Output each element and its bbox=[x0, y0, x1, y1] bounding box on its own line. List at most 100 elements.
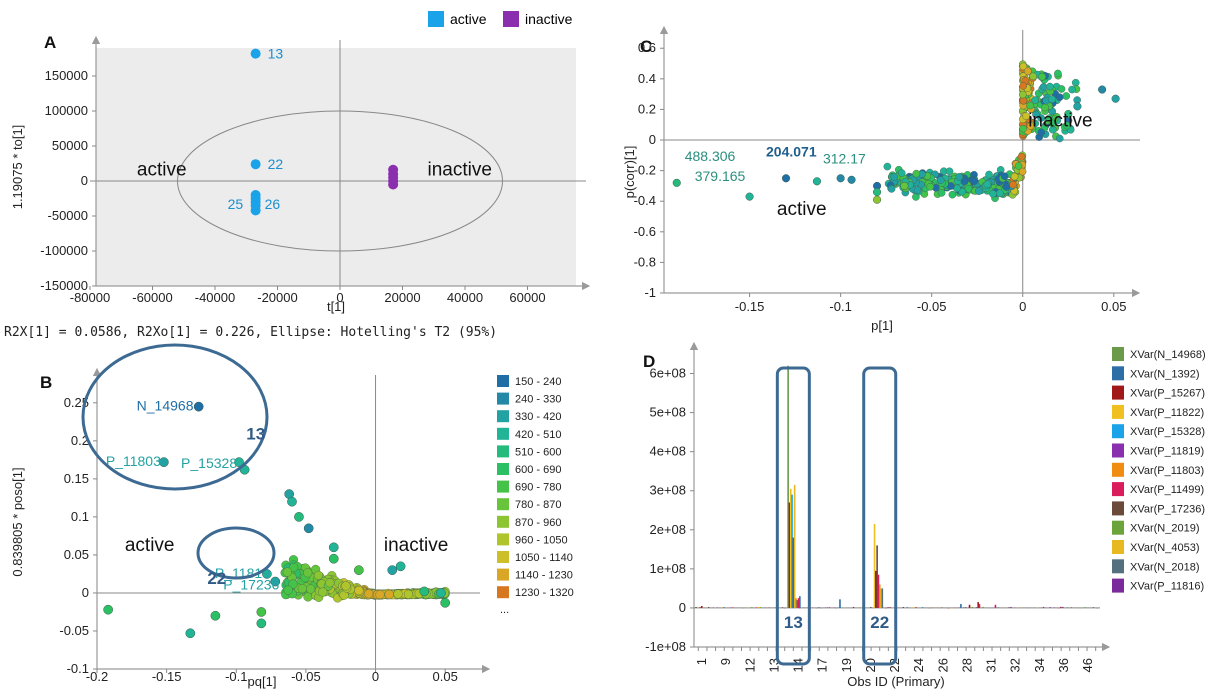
panel-b-point-label: P_15328 bbox=[181, 455, 237, 471]
panel-c-cloud-point bbox=[1010, 172, 1019, 181]
panel-d-bar bbox=[799, 596, 801, 608]
panel-d-bar-minor bbox=[921, 607, 924, 608]
panel-c-ylabel: p(corr)[1] bbox=[622, 146, 637, 199]
panel-d-bar bbox=[787, 365, 789, 608]
panel-d-legend-swatch bbox=[1112, 462, 1124, 477]
panel-d-bar-minor bbox=[932, 607, 934, 608]
panel-d-bar-minor bbox=[757, 607, 760, 608]
panel-a-ticks: -80000 -60000 -40000 -20000 0 20000 40000 60000… bbox=[40, 68, 545, 305]
panel-b-cloud-point bbox=[318, 587, 328, 597]
top-legend: active inactive bbox=[428, 11, 573, 27]
panel-c-letter: C bbox=[640, 37, 652, 56]
panel-c-cloud-point bbox=[897, 169, 906, 177]
panel-d-bar bbox=[839, 599, 841, 608]
panel-d-highlight-box bbox=[775, 366, 811, 666]
panel-d-legend-label: XVar(N_4053) bbox=[1130, 542, 1200, 554]
hotelling-ellipse bbox=[177, 110, 503, 252]
panel-c-cloud-point bbox=[983, 180, 992, 189]
panel-d-box-label: 13 bbox=[784, 613, 803, 632]
panel-b-ylabel: 0.839805 * poso[1] bbox=[10, 467, 25, 576]
panel-d-bar-minor bbox=[1016, 607, 1019, 608]
panel-c-cloud-point bbox=[1029, 72, 1037, 81]
legend-label-active: active bbox=[450, 11, 487, 27]
panel-d-xlabel: Obs ID (Primary) bbox=[847, 674, 945, 689]
panel-c-cloud-point bbox=[1022, 112, 1030, 120]
panel-c-point bbox=[900, 181, 909, 190]
panel-b-legend-swatch bbox=[497, 480, 509, 493]
panel-b-cloud-point bbox=[354, 585, 364, 596]
panel-a-x-tick-label: -60000 bbox=[132, 290, 172, 305]
panel-b-xlabel: pq[1] bbox=[248, 674, 277, 689]
panel-d-bar bbox=[977, 602, 979, 608]
panel-b-y-tick-label: 0.2 bbox=[71, 433, 89, 448]
panel-d-bar bbox=[978, 604, 981, 608]
panel-b-legend-label: 960 - 1050 bbox=[515, 534, 568, 546]
panel-d-bar-minor bbox=[1060, 606, 1062, 608]
panel-b-legend-label: 150 - 240 bbox=[515, 376, 561, 388]
panel-d-bar bbox=[796, 600, 799, 608]
panel-d-x-tick-label: 24 bbox=[911, 658, 926, 672]
panel-b-point bbox=[294, 512, 304, 522]
panel-d-bar bbox=[795, 598, 797, 608]
panel-c-point bbox=[873, 195, 882, 204]
panel-c-cloud-point bbox=[936, 176, 945, 184]
panel-a-annotations: active inactive bbox=[137, 159, 492, 180]
panel-a-ylabel: 1.19075 * to[1] bbox=[10, 125, 25, 210]
panel-d-legend-swatch bbox=[1112, 404, 1124, 419]
panel-b-x-tick-label: 0 bbox=[372, 669, 379, 684]
panel-b-cloud-point bbox=[282, 567, 292, 577]
panel-d-bar-minor bbox=[759, 607, 762, 608]
panel-b-cloud-point bbox=[403, 589, 414, 599]
panel-d-bar-minor bbox=[751, 607, 753, 608]
panel-d-bar-minor bbox=[982, 606, 984, 608]
panel-b-legend-swatch bbox=[497, 533, 509, 546]
panel-c-cloud-point bbox=[1017, 152, 1026, 161]
panel-c-cloud-point bbox=[1018, 167, 1027, 176]
panel-b-legend-label: 780 - 870 bbox=[515, 499, 561, 511]
panel-b-legend-swatch bbox=[497, 445, 509, 458]
panel-d-axes bbox=[689, 341, 1111, 652]
panel-d-legend-swatch bbox=[1112, 385, 1124, 400]
panel-c-cloud-point bbox=[883, 162, 892, 171]
panel-c-y-tick-label: -1 bbox=[644, 285, 656, 300]
panel-c-cloud-point bbox=[1023, 67, 1032, 76]
panel-c-cloud-point bbox=[974, 187, 983, 195]
panel-a-x-tick-label: 60000 bbox=[509, 290, 545, 305]
panel-b-box-label: 22 bbox=[207, 569, 226, 588]
panel-c-cloud-point bbox=[1054, 69, 1062, 78]
panel-d-legend-label: XVar(P_11803) bbox=[1130, 465, 1204, 477]
panel-d-bar-minor bbox=[997, 607, 1000, 608]
panel-b-point bbox=[159, 457, 169, 467]
panel-c-ticks: -0.15 -0.1 -0.05 0 0.05 -1 -0.8 -0.6 -0.4 -0.2 0 0.… bbox=[634, 40, 1127, 314]
panel-a-point-inactive bbox=[388, 179, 399, 190]
panel-d-bar-minor bbox=[861, 606, 863, 608]
panel-d-legend-label: XVar(N_2018) bbox=[1130, 561, 1200, 573]
panel-d-bar-minor bbox=[707, 607, 710, 608]
panel-c-cloud-point bbox=[955, 173, 964, 181]
panel-c-point bbox=[672, 178, 681, 187]
panel-c-annotation: active bbox=[777, 199, 827, 220]
panel-b-legend-swatch bbox=[497, 551, 509, 563]
panel-b-annotation: inactive bbox=[384, 535, 448, 556]
panel-c-cloud-point bbox=[1026, 122, 1035, 130]
panel-d-bar bbox=[797, 598, 800, 608]
legend-swatch-active bbox=[428, 11, 444, 27]
panel-b-point bbox=[287, 496, 297, 507]
panel-b-legend-swatch bbox=[497, 498, 509, 511]
panel-d-legend: XVar(N_14968) XVar(N_1392) XVar(P_15267) XV… bbox=[1112, 347, 1206, 593]
panel-d-bar bbox=[968, 604, 971, 608]
panel-b-legend-swatch bbox=[497, 427, 509, 440]
panel-d-bar-minor bbox=[1066, 607, 1069, 608]
panel-d-bar bbox=[873, 523, 876, 608]
panel-b-points bbox=[103, 401, 451, 639]
panel-b-cloud-point bbox=[341, 581, 351, 591]
panel-c-point-label: 379.165 bbox=[695, 168, 746, 184]
panel-b-point bbox=[234, 457, 244, 467]
panel-b-cloud-point bbox=[303, 568, 313, 578]
panel-c-cloud-point bbox=[1032, 110, 1040, 119]
highlight-ellipse-13 bbox=[81, 343, 269, 491]
panel-d-x-tick-label: 32 bbox=[1008, 658, 1023, 672]
panel-b-point-cloud bbox=[280, 555, 450, 603]
panel-d-legend-label: XVar(P_11822) bbox=[1130, 407, 1204, 419]
